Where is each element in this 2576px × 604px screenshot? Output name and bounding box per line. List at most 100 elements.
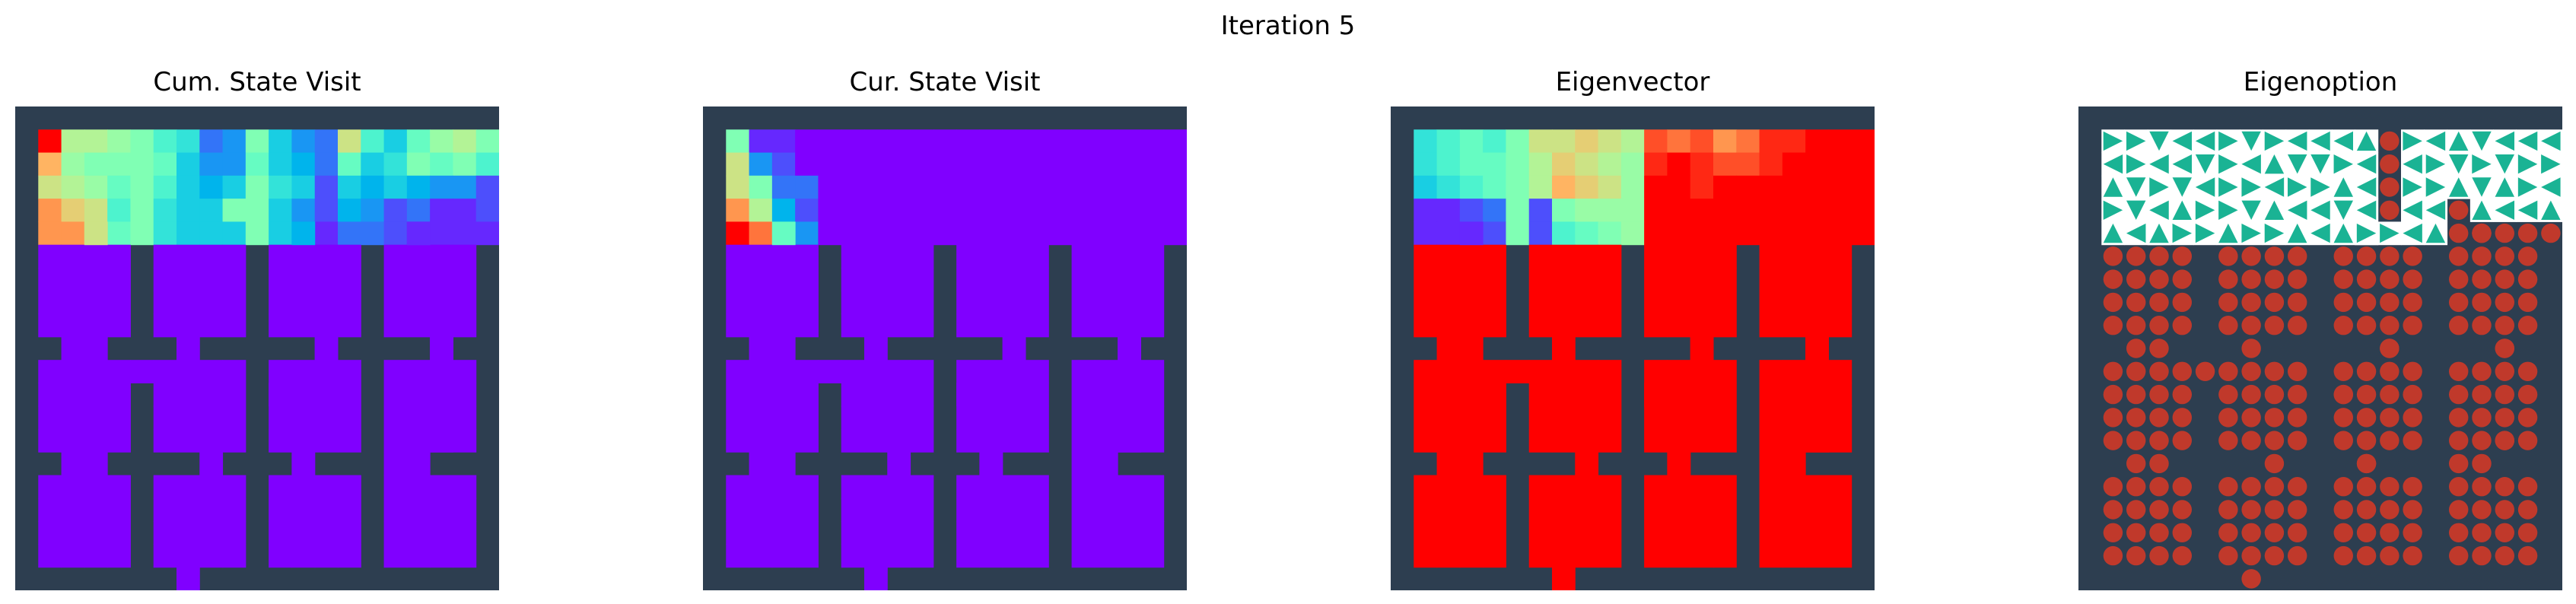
heatmap-cell xyxy=(177,521,200,545)
heatmap-cell xyxy=(1118,498,1141,522)
policy-arrow xyxy=(2149,177,2169,197)
policy-dot xyxy=(2472,476,2492,497)
heatmap-cell xyxy=(61,291,85,315)
policy-dot xyxy=(2218,500,2238,520)
heatmap-cell xyxy=(749,475,773,499)
policy-dot xyxy=(2287,408,2307,428)
heatmap-cell xyxy=(1140,221,1165,246)
policy-arrow xyxy=(2172,223,2193,243)
heatmap-cell xyxy=(841,291,865,315)
policy-dot xyxy=(2333,500,2354,520)
policy-dot xyxy=(2517,292,2538,313)
heatmap-cell xyxy=(222,268,246,291)
heatmap-cell xyxy=(1002,521,1026,545)
heatmap-cell xyxy=(1667,452,1691,476)
heatmap-cell xyxy=(291,129,316,154)
heatmap-cell xyxy=(107,498,131,522)
heatmap-cell xyxy=(291,475,316,499)
heatmap-cell xyxy=(1598,268,1622,291)
heatmap-cell xyxy=(1552,221,1576,246)
heatmap-cell xyxy=(1459,383,1484,407)
heatmap-cell xyxy=(222,498,246,522)
policy-dot xyxy=(2218,292,2238,313)
policy-dot xyxy=(2241,384,2261,405)
heatmap-cell xyxy=(1071,129,1096,154)
heatmap-cell xyxy=(1414,221,1438,246)
policy-dot xyxy=(2448,223,2469,243)
heatmap-cell xyxy=(795,429,819,453)
heatmap-cell xyxy=(1828,291,1852,315)
heatmap-cell xyxy=(1667,291,1691,315)
heatmap-cell xyxy=(1436,175,1461,199)
policy-dot xyxy=(2126,315,2146,335)
policy-arrow xyxy=(2103,131,2123,151)
heatmap-cell xyxy=(1620,221,1645,246)
heatmap-cell xyxy=(1644,383,1668,407)
policy-arrow xyxy=(2356,154,2377,174)
policy-dot xyxy=(2218,315,2238,335)
policy-arrow xyxy=(2425,177,2446,197)
policy-dot xyxy=(2218,408,2238,428)
heatmap-cell xyxy=(910,544,934,568)
heatmap-cell xyxy=(749,244,773,269)
heatmap-cell xyxy=(1506,360,1530,383)
policy-arrow xyxy=(2241,200,2261,221)
heatmap-cell xyxy=(177,244,200,269)
heatmap-cell xyxy=(1598,429,1622,453)
heatmap-cell xyxy=(1483,244,1506,269)
policy-dot xyxy=(2495,523,2515,543)
heatmap-cell xyxy=(795,152,819,176)
heatmap-cell xyxy=(1140,383,1165,407)
policy-dot xyxy=(2495,315,2515,335)
heatmap-cell xyxy=(177,175,200,199)
policy-dot xyxy=(2264,408,2285,428)
policy-arrow xyxy=(2333,223,2354,243)
policy-dot xyxy=(2333,408,2354,428)
policy-dot xyxy=(2218,431,2238,450)
heatmap-cell xyxy=(956,221,980,246)
heatmap-cell xyxy=(199,405,224,430)
heatmap-cell xyxy=(1782,221,1806,246)
heatmap-cell xyxy=(1782,475,1806,499)
policy-dot xyxy=(2287,292,2307,313)
heatmap-cell xyxy=(910,175,934,199)
heatmap-cell xyxy=(1002,313,1026,338)
heatmap-cell xyxy=(1140,498,1165,522)
policy-dot xyxy=(2403,408,2422,428)
policy-dot xyxy=(2103,269,2123,289)
heatmap-cell xyxy=(269,291,292,315)
policy-arrow xyxy=(2218,177,2238,197)
heatmap-cell xyxy=(1528,405,1553,430)
heatmap-cell xyxy=(475,221,499,246)
heatmap-cell xyxy=(1644,244,1668,269)
heatmap-cell xyxy=(1805,383,1829,407)
heatmap-cell xyxy=(245,152,269,176)
heatmap-cell xyxy=(864,221,888,246)
heatmap-cell xyxy=(153,244,177,269)
heatmap-cell xyxy=(1094,175,1118,199)
heatmap-cell xyxy=(406,544,431,568)
heatmap-cell xyxy=(314,313,339,338)
heatmap-cell xyxy=(199,544,224,568)
heatmap-cell xyxy=(749,291,773,315)
heatmap-cell xyxy=(795,405,819,430)
heatmap-cell xyxy=(38,199,62,222)
heatmap-cell xyxy=(956,360,980,383)
heatmap-cell xyxy=(1759,521,1783,545)
policy-dot xyxy=(2380,361,2399,382)
heatmap-cell xyxy=(1002,291,1026,315)
heatmap-cell xyxy=(475,175,499,199)
policy-dot xyxy=(2149,431,2169,450)
heatmap-cell xyxy=(1140,521,1165,545)
heatmap-cell xyxy=(1002,498,1026,522)
heatmap-cell xyxy=(1094,129,1118,154)
heatmap-cell xyxy=(383,475,408,499)
policy-dot xyxy=(2403,384,2422,405)
heatmap-cell xyxy=(1436,360,1461,383)
panel-title-eigenvector: Eigenvector xyxy=(1555,67,1710,97)
heatmap-cell xyxy=(453,475,477,499)
heatmap-cell xyxy=(1759,405,1783,430)
policy-dot xyxy=(2403,361,2422,382)
heatmap-cell xyxy=(245,199,269,222)
policy-dot xyxy=(2472,408,2492,428)
